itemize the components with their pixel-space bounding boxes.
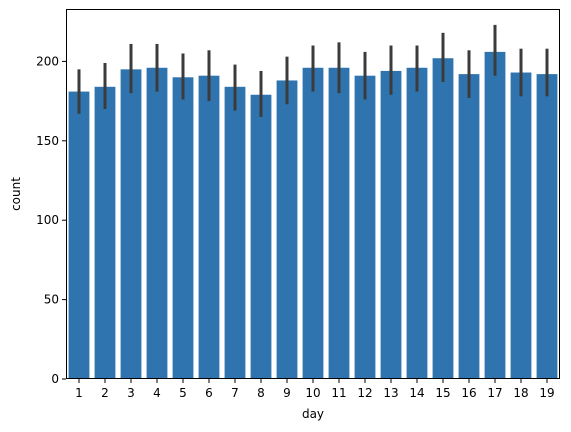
bars-group <box>68 51 558 380</box>
y-tick-label: 150 <box>36 134 59 148</box>
bar-day-3 <box>120 69 142 379</box>
bar-day-18 <box>510 72 532 379</box>
x-tick-label: 11 <box>331 386 346 400</box>
x-tick-label: 16 <box>461 386 476 400</box>
error-bars-group <box>77 24 549 117</box>
bar-day-4 <box>146 67 168 379</box>
x-tick-label: 13 <box>383 386 398 400</box>
x-tick-label: 8 <box>257 386 265 400</box>
bar-day-9 <box>276 80 298 379</box>
x-tick-label: 4 <box>153 386 161 400</box>
x-tick-label: 3 <box>127 386 135 400</box>
bar-day-12 <box>354 75 376 379</box>
bar-day-2 <box>94 86 116 379</box>
bar-day-15 <box>432 58 454 379</box>
y-tick-label: 100 <box>36 213 59 227</box>
x-tick-label: 15 <box>435 386 450 400</box>
x-tick-label: 6 <box>205 386 213 400</box>
y-tick-label: 200 <box>36 54 59 68</box>
bar-day-13 <box>380 70 402 379</box>
x-tick-label: 10 <box>305 386 320 400</box>
bar-day-5 <box>172 77 194 379</box>
x-tick-label: 1 <box>75 386 83 400</box>
x-tick-label: 7 <box>231 386 239 400</box>
bar-day-14 <box>406 67 428 379</box>
plot-frame <box>66 9 560 379</box>
y-tick-label: 0 <box>51 372 59 386</box>
bar-day-8 <box>250 94 272 380</box>
y-axis-label: count <box>9 177 23 211</box>
x-ticks-group: 1 2 3 4 5 6 7 8 9 10 11 12 13 14 15 16 17 18 19 <box>75 379 555 400</box>
y-tick-label: 50 <box>44 293 59 307</box>
x-tick-label: 5 <box>179 386 187 400</box>
x-axis-label: day <box>302 407 324 421</box>
x-tick-label: 14 <box>409 386 424 400</box>
bar-day-6 <box>198 75 220 379</box>
bar-day-16 <box>458 74 480 379</box>
y-ticks-group: 0 50 100 150 200 <box>36 54 66 386</box>
bar-day-19 <box>536 74 558 379</box>
bar-day-10 <box>302 67 324 379</box>
bar-day-7 <box>224 86 246 379</box>
x-tick-label: 17 <box>487 386 502 400</box>
bar-day-17 <box>484 51 506 379</box>
x-tick-label: 19 <box>539 386 554 400</box>
bar-day-11 <box>328 67 350 379</box>
x-tick-label: 2 <box>101 386 109 400</box>
x-tick-label: 9 <box>283 386 291 400</box>
bar-day-1 <box>68 91 90 379</box>
x-tick-label: 12 <box>357 386 372 400</box>
x-tick-label: 18 <box>513 386 528 400</box>
